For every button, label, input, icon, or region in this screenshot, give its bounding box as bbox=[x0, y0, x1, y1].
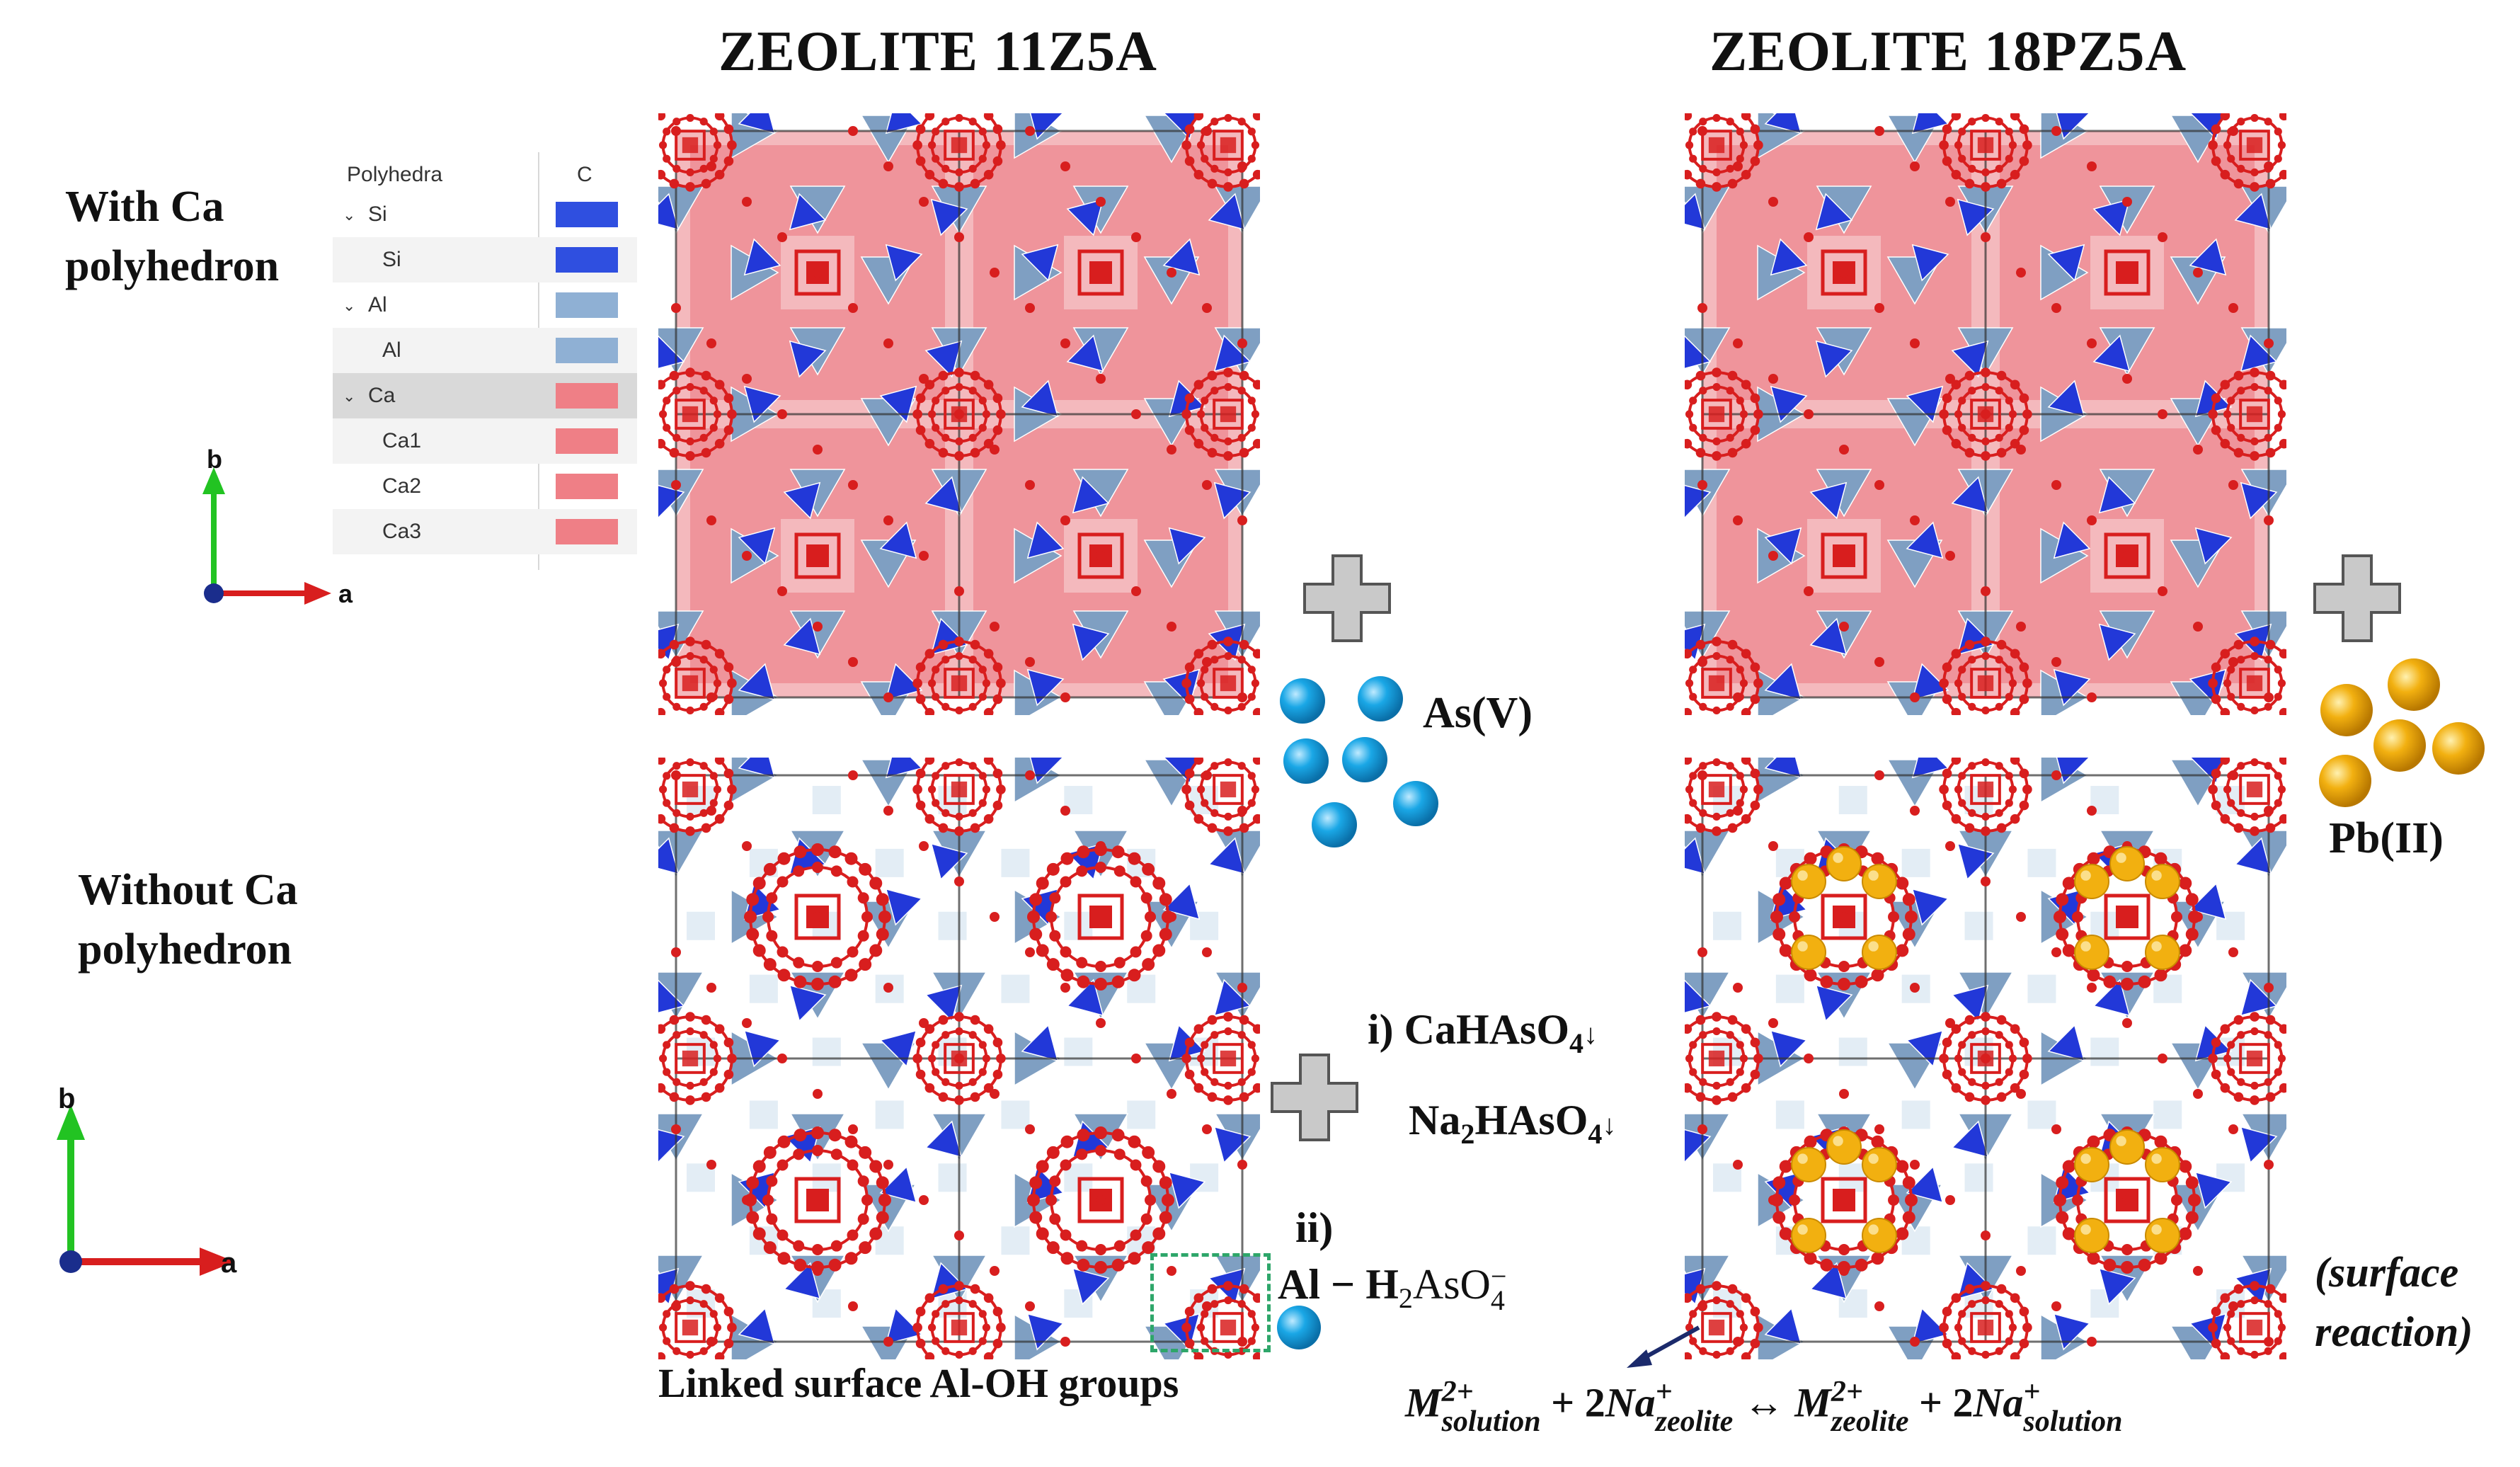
legend-row-label: Ca3 bbox=[382, 520, 422, 543]
reaction-ii-formula: Al − H2AsO −4 bbox=[1278, 1260, 1506, 1315]
precip-arrow-2: ↓ bbox=[1602, 1109, 1617, 1141]
legend-row-ca3-child[interactable]: Ca3 bbox=[333, 509, 637, 554]
plus2: + 2 bbox=[1918, 1379, 1974, 1426]
m1: M bbox=[1405, 1379, 1442, 1426]
chevron-down-icon[interactable]: ⌄ bbox=[343, 297, 356, 314]
axis-arrows-bottom bbox=[57, 1104, 235, 1276]
m2-sup: 2+ bbox=[1831, 1376, 1863, 1408]
legend-row-label: Ca1 bbox=[382, 429, 422, 452]
legend-row-label: Ca bbox=[368, 384, 396, 407]
legend-header-color: C bbox=[577, 163, 592, 186]
aso-sub: 4 bbox=[1490, 1284, 1505, 1317]
chevron-down-icon[interactable]: ⌄ bbox=[343, 387, 356, 405]
legend-row-al[interactable]: Al ⌄ bbox=[333, 282, 637, 328]
with-ca-label: With Ca polyhedron bbox=[65, 177, 279, 296]
plus-icon-as bbox=[1301, 552, 1393, 648]
caHAsO-text: CaHAsO bbox=[1404, 1006, 1570, 1053]
surface-reaction-label: (surface reaction) bbox=[2315, 1243, 2473, 1362]
surface-site-highlight-box bbox=[1150, 1253, 1271, 1352]
na2: Na bbox=[1973, 1379, 2024, 1426]
pointer-arrow-icon bbox=[1621, 1324, 1706, 1377]
structure-18pz5a-with-ca bbox=[1685, 113, 2286, 715]
axis-b-label-bottom: b bbox=[58, 1083, 76, 1114]
precip-arrow-1: ↓ bbox=[1583, 1018, 1598, 1050]
structure-18pz5a-without-ca bbox=[1685, 758, 2286, 1359]
caHAsO-sub: 4 bbox=[1569, 1027, 1584, 1059]
aso-charge: − bbox=[1490, 1260, 1507, 1293]
pb-ion-cluster bbox=[2304, 655, 2495, 811]
hAsO-sub: 4 bbox=[1588, 1118, 1603, 1150]
legend-color-swatch[interactable] bbox=[556, 247, 618, 273]
reaction-i-label: i) bbox=[1368, 1006, 1394, 1053]
polyhedra-legend: Polyhedra C Si ⌄ Si Al ⌄ Al Ca ⌄ Ca1 Ca2 Ca3 bbox=[333, 152, 637, 577]
pb-species-label: Pb(II) bbox=[2329, 814, 2444, 862]
surface-line1: (surface bbox=[2315, 1249, 2459, 1296]
m2-sub: zeolite bbox=[1831, 1405, 1909, 1438]
axis-indicator-bottom: b a bbox=[42, 1083, 255, 1296]
na1-sup: + bbox=[1655, 1376, 1673, 1408]
legend-row-al-child[interactable]: Al bbox=[333, 328, 637, 373]
as-ion-single bbox=[1274, 1303, 1324, 1356]
axis-b-label-top: b bbox=[207, 445, 222, 474]
legend-color-swatch[interactable] bbox=[556, 428, 618, 454]
without-ca-line2: polyhedron bbox=[78, 925, 292, 974]
na-sub: 2 bbox=[1460, 1118, 1475, 1150]
legend-row-label: Si bbox=[368, 202, 387, 226]
legend-color-swatch[interactable] bbox=[556, 202, 618, 227]
title-left: ZEOLITE 11Z5A bbox=[718, 21, 1157, 83]
axis-a-label-bottom: a bbox=[221, 1248, 237, 1279]
reaction-ii-label: ii) bbox=[1295, 1204, 1334, 1251]
legend-color-swatch[interactable] bbox=[556, 519, 618, 544]
legend-row-si-child[interactable]: Si bbox=[333, 237, 637, 282]
legend-color-swatch[interactable] bbox=[556, 338, 618, 363]
na2-sup: + bbox=[2023, 1376, 2041, 1408]
legend-color-swatch[interactable] bbox=[556, 292, 618, 318]
title-right: ZEOLITE 18PZ5A bbox=[1709, 21, 2187, 83]
m1-sub: solution bbox=[1441, 1405, 1541, 1438]
axis-arrows-top bbox=[202, 467, 331, 605]
without-ca-line1: Without Ca bbox=[78, 866, 298, 914]
as-species-label: As(V) bbox=[1423, 689, 1533, 737]
hAsO-text: HAsO bbox=[1474, 1097, 1588, 1143]
na1: Na bbox=[1605, 1379, 1656, 1426]
na1-sub: zeolite bbox=[1655, 1405, 1734, 1438]
reaction-i-line2: Na2HAsO4↓ bbox=[1409, 1096, 1616, 1151]
m2: M bbox=[1794, 1379, 1831, 1426]
legend-header-name: Polyhedra bbox=[347, 163, 443, 186]
legend-color-swatch[interactable] bbox=[556, 383, 618, 409]
na2-sub: solution bbox=[2023, 1405, 2123, 1438]
al-h-text: Al − H bbox=[1278, 1261, 1399, 1308]
structure-11z5a-with-ca bbox=[658, 113, 1260, 715]
legend-row-label: Al bbox=[368, 293, 387, 316]
ion-exchange-equation: M 2+ solution + 2Na + zeolite ↔ M 2+ zeolite +… bbox=[1405, 1377, 2123, 1437]
legend-row-ca[interactable]: Ca ⌄ bbox=[333, 373, 637, 418]
structure-11z5a-without-ca bbox=[658, 758, 1260, 1359]
axis-indicator-top: b a bbox=[177, 439, 353, 623]
reaction-i-line1: i) CaHAsO4↓ bbox=[1368, 1005, 1598, 1060]
na-text: Na bbox=[1409, 1097, 1461, 1143]
legend-row-label: Ca2 bbox=[382, 474, 422, 498]
surface-line2: reaction) bbox=[2315, 1308, 2473, 1355]
legend-row-ca1-child[interactable]: Ca1 bbox=[333, 418, 637, 464]
plus1: + 2 bbox=[1551, 1379, 1605, 1426]
equilibrium-arrow: ↔ bbox=[1743, 1379, 1785, 1426]
m1-sup: 2+ bbox=[1441, 1376, 1474, 1408]
with-ca-line2: polyhedron bbox=[65, 242, 280, 290]
plus-icon-reactions bbox=[1268, 1051, 1361, 1147]
linked-surface-caption: Linked surface Al-OH groups bbox=[658, 1360, 1179, 1406]
legend-color-swatch[interactable] bbox=[556, 474, 618, 499]
h2-sub: 2 bbox=[1398, 1282, 1413, 1314]
legend-row-si[interactable]: Si ⌄ bbox=[333, 192, 637, 237]
without-ca-label: Without Ca polyhedron bbox=[78, 860, 298, 979]
legend-row-label: Si bbox=[382, 248, 401, 271]
aso-text: AsO bbox=[1412, 1261, 1491, 1308]
with-ca-line1: With Ca bbox=[65, 183, 224, 231]
axis-a-label-top: a bbox=[338, 579, 353, 608]
chevron-down-icon[interactable]: ⌄ bbox=[343, 206, 356, 224]
plus-icon-pb bbox=[2311, 552, 2403, 648]
as-ion-cluster bbox=[1274, 669, 1458, 860]
legend-row-label: Al bbox=[382, 338, 401, 362]
legend-row-ca2-child[interactable]: Ca2 bbox=[333, 464, 637, 509]
